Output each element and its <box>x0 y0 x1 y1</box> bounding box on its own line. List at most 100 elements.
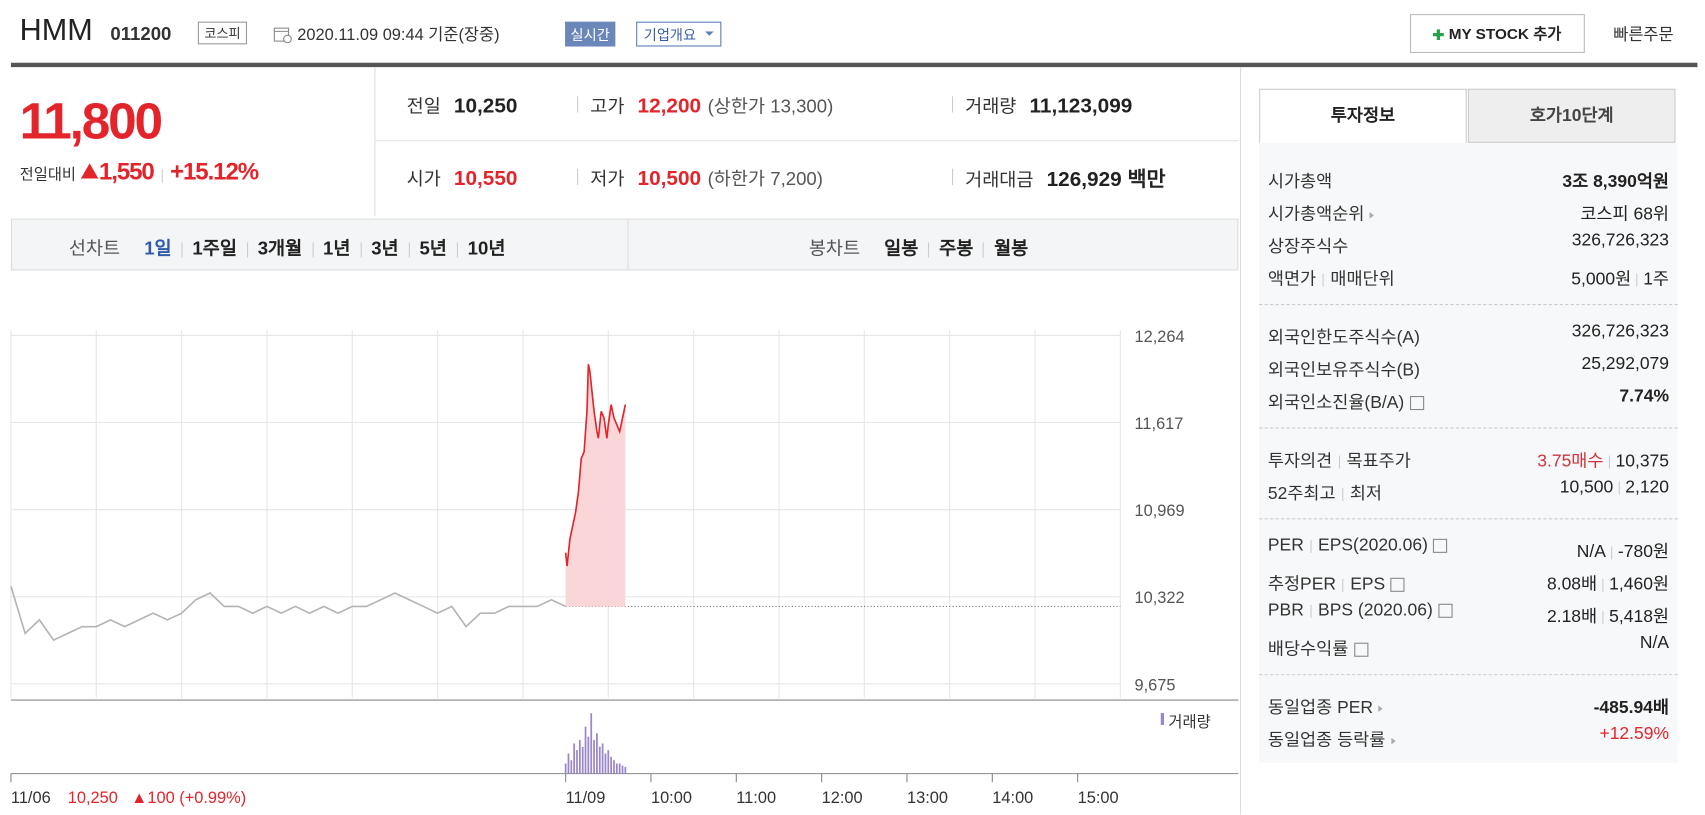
stock-code: 011200 <box>110 23 172 45</box>
info-label: 투자의견 목표주가 <box>1268 446 1411 472</box>
area <box>565 364 626 607</box>
volume-bar <box>590 713 593 774</box>
separator <box>1310 604 1312 618</box>
help-icon[interactable] <box>1433 539 1448 554</box>
separator <box>408 241 410 257</box>
separator <box>1611 546 1613 560</box>
info-value: 3.75매수 10,375 <box>1537 446 1669 472</box>
period-tab[interactable]: 1일 <box>144 238 172 259</box>
candle-tab[interactable]: 일봉 <box>884 238 919 259</box>
label-text: 추정PER <box>1267 575 1337 595</box>
info-label: 배당수익률 <box>1267 634 1369 660</box>
volume-bar <box>615 763 618 774</box>
quote-item: 시가 10,550 <box>407 163 518 191</box>
help-icon[interactable] <box>1390 578 1405 593</box>
my-stock-button[interactable]: MY STOCK 추가 <box>1409 14 1585 54</box>
line-tabs: 선차트 1일 1주일 3개월 1년 3년 5년 10년 <box>69 233 506 260</box>
separator <box>1618 481 1620 495</box>
quote-item: 거래량 11,123,099 <box>952 91 1132 119</box>
label-text: 외국인한도주식수(A) <box>1267 328 1420 348</box>
quote-value: 10,550 <box>453 167 518 191</box>
caret <box>704 31 714 36</box>
value-text: -485.94배 <box>1593 698 1670 718</box>
separator <box>1636 273 1638 287</box>
period-tab[interactable]: 10년 <box>467 238 506 259</box>
quote-item: 거래대금 126,929 백만 <box>952 163 1166 192</box>
info-value: 326,726,323 <box>1572 232 1669 251</box>
separator <box>312 241 314 257</box>
value-text: 코스피 68위 <box>1580 205 1670 224</box>
change-rate: +15.12% <box>170 157 259 186</box>
period-tab[interactable]: 1주일 <box>192 238 237 259</box>
arrow-icon <box>1378 705 1383 712</box>
label-text: PBR <box>1267 601 1304 620</box>
label-text: EPS(2020.06) <box>1318 536 1428 556</box>
volume-bar <box>604 753 607 774</box>
company-label: 기업개요 <box>643 27 697 44</box>
info-label: 시가총액순위 <box>1268 199 1375 225</box>
volume-bar <box>624 766 627 774</box>
y-tick-label: 10,969 <box>1135 502 1185 520</box>
label-text: 최저 <box>1349 484 1383 504</box>
separator <box>928 241 930 257</box>
label-text: 배당수익률 <box>1267 640 1349 659</box>
info-label: 외국인소진율(B/A) <box>1268 387 1424 413</box>
quote-value: 10,500 <box>637 167 702 191</box>
info-label: PBR BPS (2020.06) <box>1268 602 1453 621</box>
info-value: 326,726,323 <box>1572 322 1669 341</box>
label-text: BPS (2020.06) <box>1318 601 1433 620</box>
quick-order[interactable]: 빠른주문 <box>1613 25 1674 45</box>
info-tab[interactable]: 투자정보 <box>1259 88 1467 143</box>
info-value: N/A -780원 <box>1577 537 1669 563</box>
separator <box>952 96 954 113</box>
label-text: 목표주가 <box>1346 452 1411 471</box>
label-text: 외국인소진율(B/A) <box>1267 393 1405 413</box>
info-value: 10,500 2,120 <box>1560 478 1669 497</box>
info-value: 5,000원 1주 <box>1571 264 1669 290</box>
info-label: 52주최고 최저 <box>1268 478 1382 504</box>
value-text: 3조 8,390억원 <box>1562 173 1670 192</box>
quote-label: 시가 <box>406 168 441 190</box>
value-text: 7.74% <box>1619 387 1670 406</box>
value-text: +12.59% <box>1599 724 1670 744</box>
quote-value: 12,200 <box>637 95 702 118</box>
separator <box>360 241 362 257</box>
info-label: 동일업종 등락률 <box>1268 725 1396 751</box>
my-stock-label: MY STOCK 추가 <box>1448 24 1562 43</box>
info-tab[interactable]: 호가10단계 <box>1467 88 1676 143</box>
candle-tab[interactable]: 월봉 <box>994 238 1029 259</box>
legend-label: 거래량 <box>1168 713 1211 731</box>
label-text: 액면가 <box>1267 270 1317 289</box>
x-tick-label: 13:00 <box>907 789 948 807</box>
group-separator <box>1259 518 1678 520</box>
period-tab[interactable]: 3개월 <box>257 238 303 259</box>
period-tab[interactable]: 3년 <box>371 238 399 259</box>
x-tick-label: 11/09 <box>566 789 606 807</box>
realtime-badge[interactable]: 실시간 <box>565 21 616 47</box>
change-row: 전일대비 1,550 +15.12% <box>20 157 259 186</box>
footer-close: 10,250 <box>68 789 118 807</box>
arrow-icon <box>1369 211 1375 219</box>
value-text: N/A <box>1639 634 1670 653</box>
period-tab[interactable]: 5년 <box>419 238 447 259</box>
info-value: 3조 8,390억원 <box>1562 167 1669 193</box>
company-button[interactable]: 기업개요 <box>636 21 722 47</box>
help-icon[interactable] <box>1353 642 1369 658</box>
legend-swatch <box>1160 713 1165 725</box>
calendar-icon <box>273 27 292 44</box>
help-icon[interactable] <box>1409 396 1424 411</box>
volume-bar <box>613 760 615 774</box>
candle-tab[interactable]: 주봉 <box>939 238 974 259</box>
value-text: 2.18배 <box>1546 608 1598 627</box>
y-tick-label: 9,675 <box>1135 676 1176 694</box>
period-tab[interactable]: 1년 <box>323 238 351 259</box>
separator <box>1338 455 1340 469</box>
quote-label: 전일 <box>406 96 441 117</box>
market-badge: 코스피 <box>197 21 248 45</box>
value-text: 1,460원 <box>1609 575 1670 595</box>
help-icon[interactable] <box>1438 604 1453 619</box>
quote-item: 저가 10,500 (하한가 7,200) <box>577 163 823 191</box>
volume-bar <box>601 743 604 774</box>
volume-bar <box>573 743 576 774</box>
value-text: 326,726,323 <box>1571 231 1670 250</box>
